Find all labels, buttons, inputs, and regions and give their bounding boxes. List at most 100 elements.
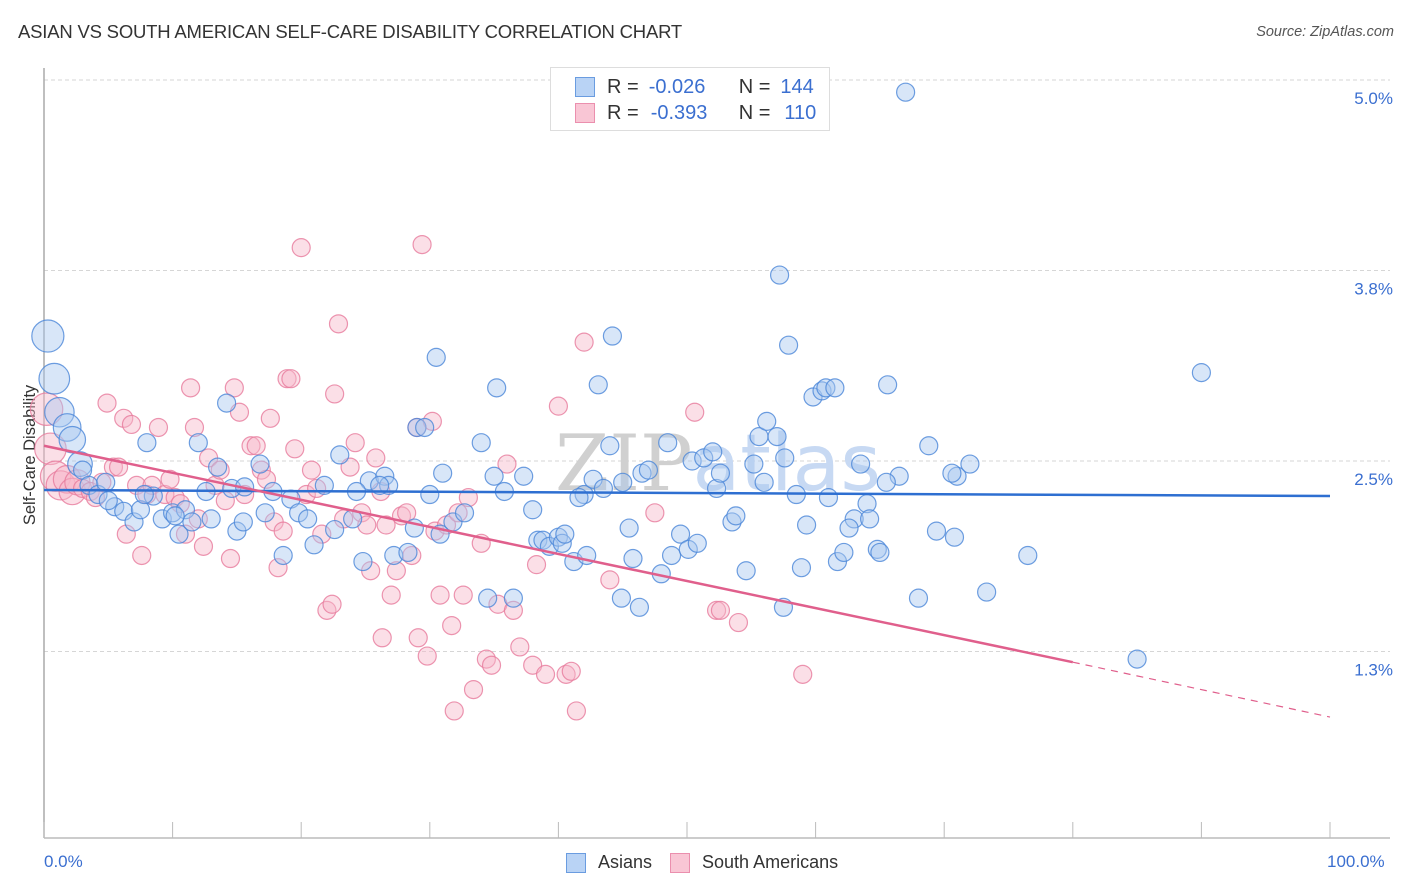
south-american-point [97,393,117,413]
y-tick-label: 2.5% [1354,470,1393,489]
south-american-point [476,649,496,669]
south-american-point [417,646,437,666]
asian-point [314,475,334,495]
r-label: R = [607,75,639,98]
asian-point [919,436,939,456]
asian-point [791,558,812,578]
south-american-point [291,238,311,258]
south-american-point [340,457,360,477]
south-american-point [345,433,365,453]
asian-point [188,433,208,453]
south-american-point [526,555,547,575]
asian-point [298,509,318,529]
asian-point [867,539,887,559]
y-tick-label: 3.8% [1354,280,1393,299]
south-american-point [325,384,345,404]
south-american-point [281,369,301,389]
asian-point [454,503,475,523]
asian-point [165,506,185,526]
asian-point [574,484,594,505]
asian-point [754,472,774,492]
south-american-point [114,408,134,428]
south-americans-trend-extension [1072,661,1331,718]
legend-row-asians: R = -0.026 N = 144 [575,75,814,99]
south-americans-points [29,234,813,721]
south-american-point [444,701,464,721]
asian-point [38,362,71,395]
legend-item-south-americans[interactable]: South Americans [670,852,838,873]
asian-point [273,545,293,566]
asian-point [593,478,614,499]
south-american-point [645,503,665,523]
south-american-point [241,436,261,456]
asian-point [619,518,639,538]
south-american-point [372,628,392,648]
south-american-point [285,439,305,459]
south-american-point [148,417,169,438]
south-american-point [312,524,332,544]
asian-point [250,454,270,474]
asian-point [330,445,350,465]
south-american-point [430,585,450,605]
south-american-point [307,478,327,499]
asian-point [757,411,777,431]
south-american-point [408,628,428,648]
asian-point [478,588,498,608]
asians-swatch [566,852,586,873]
asian-point [325,519,345,540]
south-american-point [160,469,180,489]
south-american-point [710,600,731,620]
legend-label: Asians [598,852,653,872]
south-american-point [246,436,266,456]
asian-point [947,466,967,486]
south-american-point [116,524,136,544]
asian-point [710,463,731,483]
south-american-point [357,515,377,535]
asian-point [588,375,608,395]
south-american-point [301,460,322,480]
asian-point [878,375,898,395]
south-american-point [728,612,749,633]
asian-point [523,500,543,520]
south-american-point [548,396,569,416]
south-american-point [210,460,230,480]
asian-point [44,396,75,428]
south-american-point [453,585,473,605]
asian-point [796,515,817,535]
south-american-point [448,503,468,523]
asian-point [600,436,620,456]
asian-point [359,471,379,491]
south-american-point [386,561,406,581]
asian-point [726,506,746,526]
asian-point [134,484,154,505]
asian-point [398,542,418,563]
x-tick-label-max: 100.0% [1327,852,1385,871]
asian-point [514,466,534,486]
n-label: N = [738,75,771,98]
asian-point [233,512,253,532]
asian-point [1018,545,1038,566]
asian-point [31,319,65,353]
south-american-point [442,615,462,636]
x-axis-ticks [43,822,1331,838]
south-american-point [224,378,244,398]
asian-point [137,433,157,453]
south-american-point [412,234,432,255]
south-american-point [535,664,556,684]
south-american-point [376,515,396,535]
asians-swatch [575,77,595,97]
asian-point [611,588,632,608]
asian-point [96,472,116,492]
series-legend: Asians South Americans [566,852,856,873]
y-axis-tick-labels: 5.0% 3.8% 2.5% 1.3% [1354,89,1393,680]
asian-point [613,472,633,492]
asian-point [304,535,324,555]
asian-point [661,545,682,566]
r-value: -0.393 [650,101,708,124]
y-tick-label: 5.0% [1354,89,1393,108]
south-american-point [566,701,587,721]
asian-point [98,491,118,511]
asian-point [420,484,440,505]
legend-item-asians[interactable]: Asians [566,852,652,873]
asian-point [942,463,962,483]
